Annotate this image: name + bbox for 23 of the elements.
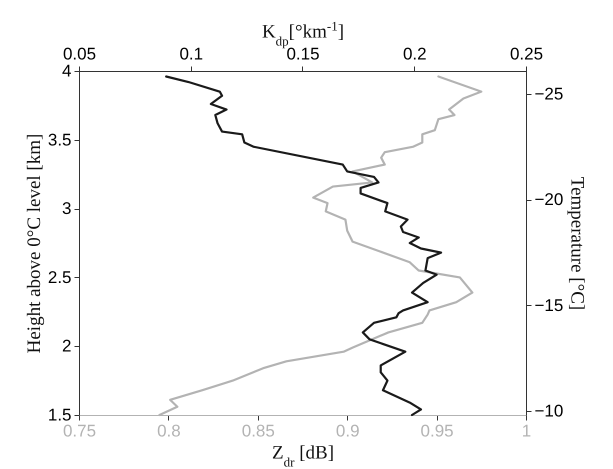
y-axis-title: Height above 0°C level [km] bbox=[24, 134, 45, 354]
y-tick-label: 1.5 bbox=[48, 406, 72, 424]
y2-tick-label: −10 bbox=[534, 401, 564, 420]
y2-tick-label: −20 bbox=[534, 190, 564, 210]
y2-tick-label: −15 bbox=[534, 296, 564, 315]
x-tick-label: 0.9 bbox=[336, 422, 360, 440]
x2-tick-label: 0.2 bbox=[402, 44, 427, 64]
x-tick-label: 1 bbox=[522, 422, 532, 440]
y2-tick-label: −25 bbox=[534, 84, 564, 104]
x2-tick-label: 0.25 bbox=[510, 44, 544, 64]
y-tick-label: 4 bbox=[62, 62, 72, 80]
y-tick-label: 3.5 bbox=[48, 130, 72, 150]
y-tick-label: 3 bbox=[62, 199, 72, 218]
x-tick-label: 0.75 bbox=[62, 422, 96, 440]
y2-axis-title: Temperature [°C] bbox=[566, 176, 588, 310]
y-tick-label: 2.5 bbox=[48, 268, 72, 287]
x-axis-title: Z$_{dr}$ [dB] bbox=[272, 442, 334, 469]
x-tick-label: 0.95 bbox=[420, 422, 454, 440]
y-tick-label: 2 bbox=[62, 336, 72, 356]
x-tick-label: 0.85 bbox=[242, 422, 275, 440]
x2-tick-label: 0.1 bbox=[179, 44, 204, 64]
x-tick-label: 0.8 bbox=[157, 422, 181, 440]
x2-tick-label: 0.05 bbox=[62, 44, 96, 64]
